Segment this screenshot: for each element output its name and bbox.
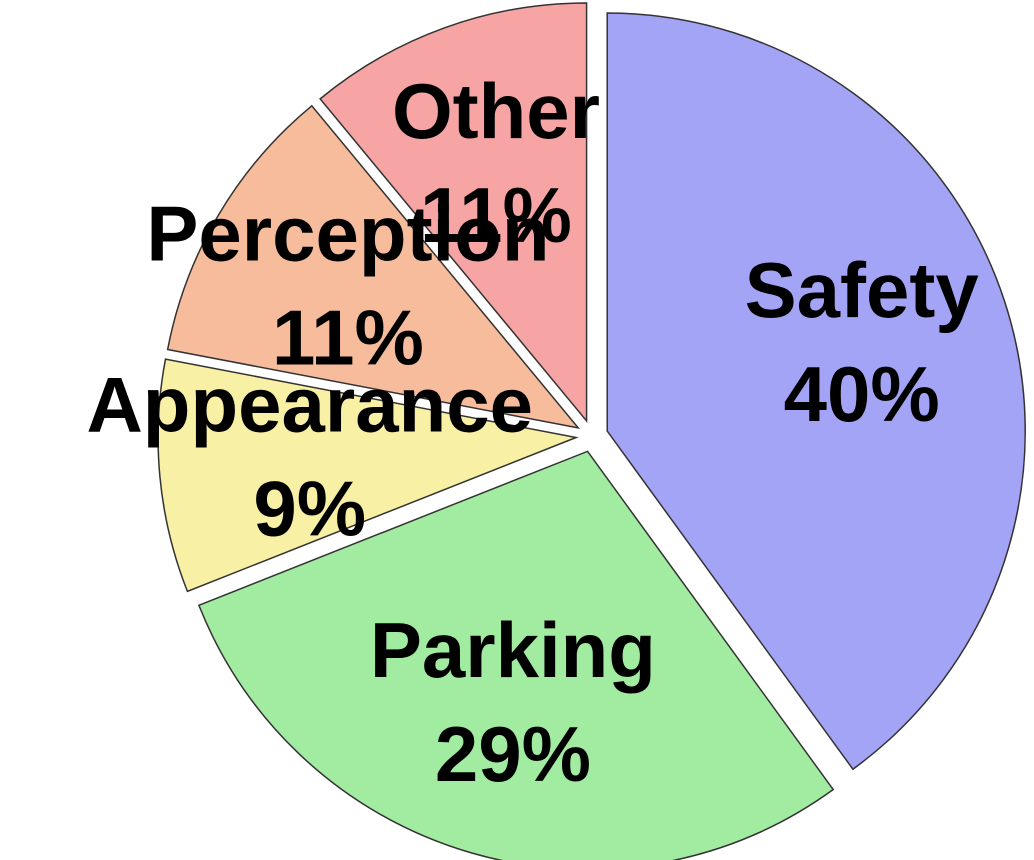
pie-slice bbox=[197, 450, 835, 860]
pie-slice bbox=[166, 104, 581, 429]
slice-label: Appearance bbox=[86, 360, 533, 448]
slice-label: Other bbox=[392, 67, 600, 155]
slice-value-label: 40% bbox=[784, 350, 940, 438]
pie-slice bbox=[606, 12, 1026, 771]
slices bbox=[157, 2, 1026, 860]
pie-slice bbox=[319, 2, 588, 424]
pie-slice bbox=[157, 358, 579, 593]
slice-label: Perception bbox=[146, 189, 549, 277]
slice-value-label: 11% bbox=[420, 171, 572, 259]
slice-label: Safety bbox=[745, 246, 979, 334]
labels: Safety 40% Parking 29% Appearance 9% Perceptio… bbox=[86, 67, 978, 798]
slice-label: Parking bbox=[370, 606, 656, 694]
slice-value-label: 9% bbox=[253, 464, 366, 552]
slice-value-label: 11% bbox=[272, 293, 424, 381]
slice-value-label: 29% bbox=[435, 710, 591, 798]
